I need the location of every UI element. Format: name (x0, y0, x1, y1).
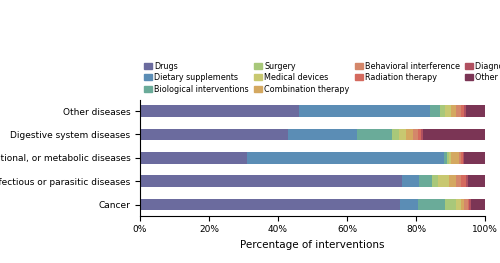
Bar (462, 152, 464, 164)
Bar (400, 199, 417, 210)
Bar (449, 175, 456, 187)
Bar (406, 129, 412, 140)
Bar (430, 105, 440, 117)
Bar (456, 175, 461, 187)
Bar (288, 129, 358, 140)
Bar (461, 152, 462, 164)
Bar (247, 152, 444, 164)
Bar (461, 175, 466, 187)
Bar (392, 129, 399, 140)
Bar (418, 129, 421, 140)
Bar (450, 152, 459, 164)
Bar (468, 175, 485, 187)
Bar (446, 105, 450, 117)
Bar (464, 152, 485, 164)
Bar (444, 152, 447, 164)
Bar (450, 105, 456, 117)
Bar (402, 175, 419, 187)
Bar (412, 129, 418, 140)
Bar (446, 199, 456, 210)
Bar (438, 175, 449, 187)
Bar (423, 129, 485, 140)
Bar (421, 129, 423, 140)
Bar (440, 105, 446, 117)
Bar (432, 175, 438, 187)
Bar (140, 105, 298, 117)
Bar (466, 175, 468, 187)
X-axis label: Percentage of interventions: Percentage of interventions (240, 240, 385, 250)
Bar (461, 105, 464, 117)
Bar (471, 199, 485, 210)
Bar (140, 152, 247, 164)
Bar (399, 129, 406, 140)
Bar (420, 175, 432, 187)
Legend: Drugs, Dietary supplements, Biological interventions, Surgery, Medical devices, : Drugs, Dietary supplements, Biological i… (144, 62, 500, 94)
Bar (449, 152, 450, 164)
Bar (466, 105, 485, 117)
Bar (456, 199, 461, 210)
Bar (358, 129, 392, 140)
Bar (418, 199, 446, 210)
Bar (456, 105, 461, 117)
Bar (140, 129, 288, 140)
Bar (468, 199, 469, 210)
Bar (464, 105, 466, 117)
Bar (464, 199, 468, 210)
Bar (447, 152, 449, 164)
Bar (140, 199, 400, 210)
Bar (461, 199, 464, 210)
Bar (140, 175, 402, 187)
Bar (298, 105, 430, 117)
Bar (470, 199, 471, 210)
Bar (459, 152, 461, 164)
